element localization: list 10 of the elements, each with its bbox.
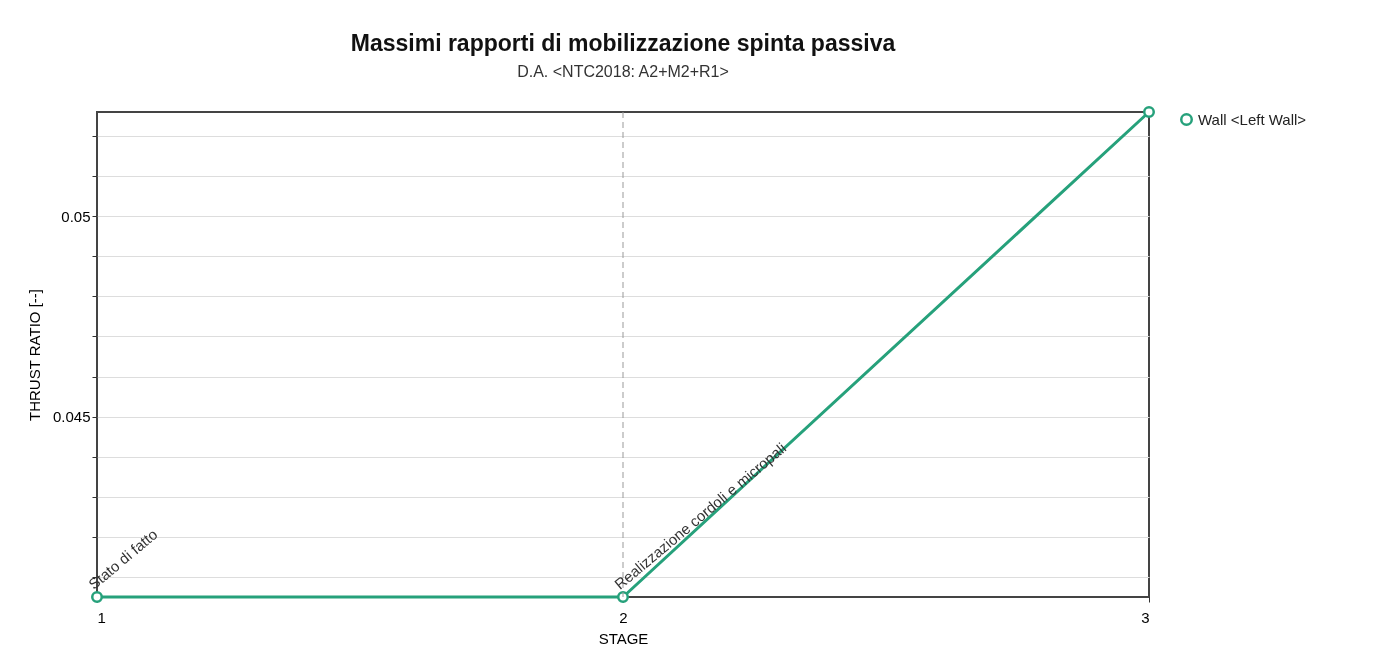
chart-title: Massimi rapporti di mobilizzazione spinta passiva <box>350 30 896 57</box>
chart-subtitle: D.A. <NTC2018: A2+M2+R1> <box>517 63 729 81</box>
y-axis-title: THRUST RATIO [--] <box>25 289 43 421</box>
x-axis-title: STAGE <box>598 629 649 647</box>
legend-label: Wall <Left Wall> <box>1198 110 1307 128</box>
y-tick-label: 0.045 <box>52 408 91 426</box>
y-tick-label: 0.05 <box>61 207 91 225</box>
x-tick-label: 2 <box>619 608 628 626</box>
x-tick-label: 3 <box>1141 608 1150 626</box>
x-tick-label: 1 <box>97 608 106 626</box>
